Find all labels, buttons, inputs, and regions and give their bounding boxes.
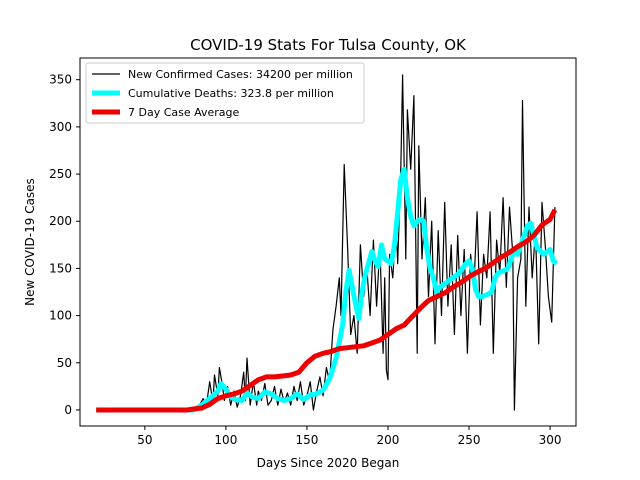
x-tick-label: 300 xyxy=(539,433,562,447)
legend-label-2: 7 Day Case Average xyxy=(128,106,240,119)
y-tick-label: 200 xyxy=(49,214,72,228)
series-line-0 xyxy=(96,74,556,411)
x-tick-label: 50 xyxy=(137,433,152,447)
x-tick-label: 200 xyxy=(377,433,400,447)
legend-box xyxy=(85,62,365,124)
y-tick-label: 300 xyxy=(49,120,72,134)
x-tick-label: 100 xyxy=(214,433,237,447)
x-tick-label: 150 xyxy=(295,433,318,447)
axes: 50 100 150 200 250 300 0 50 100 150 200 250 300 350 xyxy=(49,57,577,447)
series-line-1 xyxy=(96,166,559,413)
y-tick-label: 250 xyxy=(49,167,72,181)
y-tick-label: 100 xyxy=(49,309,72,323)
y-tick-label: 50 xyxy=(57,356,72,370)
series-line-2 xyxy=(96,208,558,413)
plot-frame xyxy=(79,57,577,427)
y-tick-label: 350 xyxy=(49,73,72,87)
x-tick-label: 250 xyxy=(458,433,481,447)
legend-label-1: Cumulative Deaths: 323.8 per million xyxy=(128,87,334,100)
y-axis-label: New COVID-19 Cases xyxy=(23,178,37,306)
y-tick-label: 0 xyxy=(64,403,72,417)
x-axis-label: Days Since 2020 Began xyxy=(257,456,400,470)
plot-series xyxy=(96,74,559,413)
chart-title: COVID-19 Stats For Tulsa County, OK xyxy=(190,36,467,54)
legend-label-0: New Confirmed Cases: 34200 per million xyxy=(128,68,353,81)
y-tick-label: 150 xyxy=(49,261,72,275)
legend: New Confirmed Cases: 34200 per million Cu… xyxy=(85,62,365,124)
